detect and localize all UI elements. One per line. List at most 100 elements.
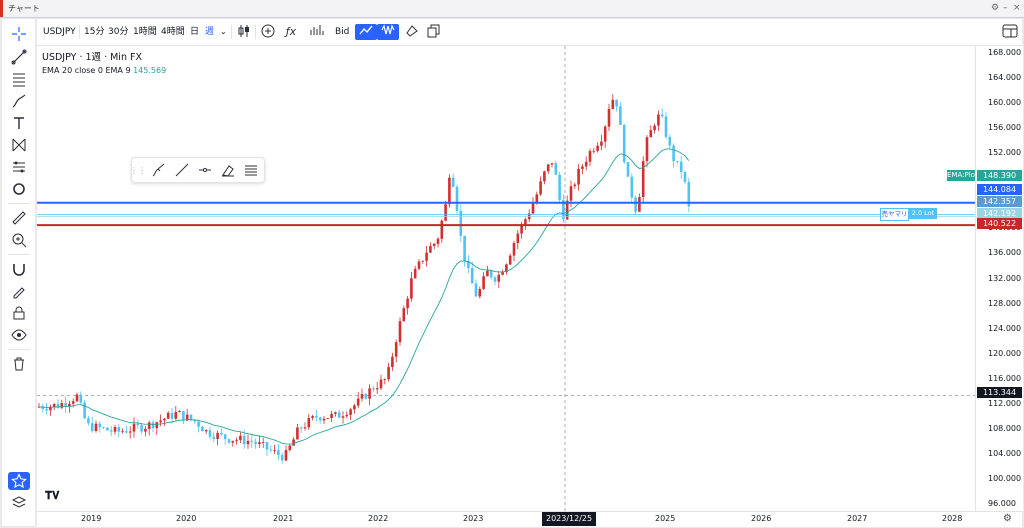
- candle-body: [52, 403, 56, 407]
- interval-30m[interactable]: 30分: [108, 27, 129, 37]
- add-indicator-icon[interactable]: [257, 24, 279, 40]
- candle-body: [512, 243, 516, 256]
- candle-body: [372, 388, 375, 390]
- price-tick-label: 112.000: [988, 398, 1022, 408]
- interval-dropdown-icon[interactable]: ⌄: [220, 27, 227, 36]
- fib-retracement-icon[interactable]: [8, 70, 30, 88]
- price-tick-label: 132.000: [988, 273, 1022, 283]
- candle-body: [258, 442, 261, 445]
- candle-body: [679, 161, 683, 172]
- lock-icon[interactable]: [8, 304, 30, 322]
- candle-body: [607, 108, 611, 127]
- candle-body: [250, 440, 254, 442]
- brush-tool-icon[interactable]: [150, 162, 168, 178]
- trend-line-icon[interactable]: [8, 48, 30, 66]
- trash-icon[interactable]: [8, 355, 30, 373]
- candle-body: [383, 379, 387, 381]
- price-source-bid[interactable]: Bid: [335, 27, 350, 37]
- interval-4h[interactable]: 4時間: [161, 27, 185, 37]
- time-tick-label: 2026: [751, 514, 772, 523]
- interval-daily[interactable]: 日: [190, 27, 200, 37]
- interval-weekly[interactable]: 週: [205, 27, 215, 37]
- close-icon[interactable]: ×: [1013, 3, 1021, 13]
- candle-body: [68, 403, 71, 407]
- layers-icon[interactable]: [8, 494, 30, 512]
- indicators-template-icon[interactable]: [306, 24, 328, 40]
- zoom-in-icon[interactable]: [8, 231, 30, 249]
- shape-circle-icon[interactable]: [8, 180, 30, 198]
- price-axis[interactable]: 168.000164.000160.000156.000152.000148.0…: [975, 46, 1023, 511]
- settings-icon[interactable]: ⚙: [991, 3, 1000, 13]
- minimize-icon[interactable]: –: [1003, 3, 1008, 13]
- price-tick-label: 104.000: [988, 448, 1022, 458]
- eraser-icon[interactable]: [219, 162, 237, 178]
- favorites-star-icon[interactable]: [8, 472, 30, 490]
- candle-body: [664, 116, 668, 137]
- candle-body: [201, 426, 204, 432]
- window-accent: [0, 0, 3, 17]
- crosshair-icon[interactable]: [8, 25, 30, 43]
- candle-body: [45, 408, 48, 411]
- text-icon[interactable]: [8, 114, 30, 132]
- time-axis[interactable]: ⚙ 20192020202120222023202420252026202720…: [37, 511, 1022, 527]
- interval-15m[interactable]: 15分: [84, 27, 105, 37]
- line-mode-icon[interactable]: [355, 24, 377, 40]
- price-tick-label: 116.000: [988, 373, 1022, 383]
- candle-body: [539, 181, 542, 195]
- candle-body: [102, 427, 105, 429]
- candle-body: [432, 243, 436, 246]
- position-label[interactable]: 売ヤマリ: [880, 208, 909, 221]
- chart-pane[interactable]: USDJPY · 1週 · Min FX EMA 20 close 0 EMA …: [37, 46, 975, 511]
- toolbar-divider: [8, 254, 30, 255]
- candle-body: [318, 417, 322, 421]
- legend-source: Min FX: [110, 52, 142, 63]
- settings-gear-icon[interactable]: ⚙: [1003, 513, 1012, 524]
- candle-body: [296, 427, 299, 440]
- candle-body: [391, 356, 394, 368]
- prediction-icon[interactable]: [8, 158, 30, 176]
- candle-body: [562, 199, 565, 220]
- drag-handle-icon[interactable]: ⋮⋮: [130, 165, 146, 175]
- candle-body: [375, 388, 379, 390]
- candle-body: [588, 150, 592, 162]
- candle-body: [216, 432, 219, 440]
- candle-body: [193, 419, 197, 422]
- legend-interval: 1週: [85, 52, 102, 63]
- position-lots[interactable]: 2.0 Lot: [909, 208, 937, 219]
- fib-tool-icon[interactable]: [242, 162, 260, 178]
- candle-body: [41, 406, 45, 409]
- candle-body: [71, 401, 75, 404]
- price-tick-label: 136.000: [988, 248, 1022, 258]
- time-tick-label: 2023: [463, 514, 484, 523]
- price-tick-label: 100.000: [988, 473, 1022, 483]
- function-icon[interactable]: ƒx: [285, 25, 297, 38]
- brush-icon[interactable]: [8, 92, 30, 110]
- ruler-icon[interactable]: [8, 209, 30, 227]
- candle-body: [151, 422, 155, 429]
- candle-body: [619, 106, 622, 125]
- candle-body: [90, 423, 94, 432]
- magnet-icon[interactable]: [8, 260, 30, 278]
- horizontal-ray-icon[interactable]: [196, 162, 214, 178]
- candle-body: [630, 176, 634, 198]
- line-tool-icon[interactable]: [173, 162, 191, 178]
- candle-body: [322, 418, 326, 421]
- eye-icon[interactable]: [8, 326, 30, 344]
- toolbar-divider: [255, 25, 256, 39]
- candle-body: [147, 422, 151, 429]
- layout-icon[interactable]: [999, 24, 1021, 40]
- ema-line: [38, 148, 690, 445]
- pattern-icon[interactable]: [8, 136, 30, 154]
- candle-body: [463, 235, 466, 261]
- paint-icon[interactable]: [401, 24, 423, 40]
- candle-body: [356, 398, 360, 406]
- symbol-selector[interactable]: USDJPY: [43, 27, 76, 37]
- candle-body: [345, 414, 349, 417]
- stay-drawing-icon[interactable]: [8, 282, 30, 300]
- wave-mode-icon[interactable]: [377, 24, 399, 40]
- candle-body: [75, 394, 79, 402]
- candle-type-icon[interactable]: [233, 24, 255, 40]
- copy-icon[interactable]: [423, 24, 445, 40]
- interval-1h[interactable]: 1時間: [133, 27, 157, 37]
- time-tick-label: 2025: [655, 514, 676, 523]
